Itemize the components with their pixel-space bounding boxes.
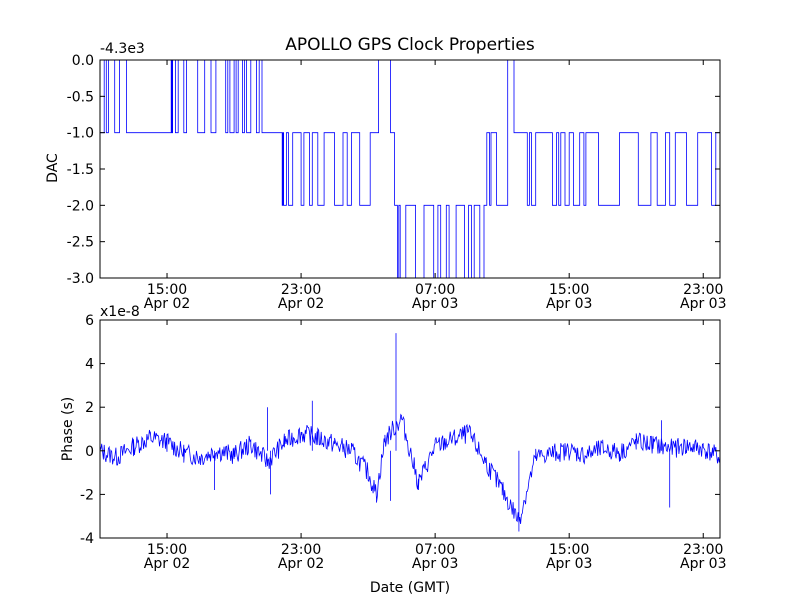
dac-series-line [100,59,720,279]
phase-y-ticks: 6 4 2 0 -2 -4 [80,313,720,547]
y-tick-label: 0 [85,444,94,460]
x-tick-time-label: 15:00 [147,282,187,298]
x-tick-time-label: 07:00 [415,542,455,558]
y-tick-label: -1.0 [67,126,94,142]
y-tick-label: -2.0 [67,198,94,214]
y-tick-label: -2 [80,487,94,503]
y-tick-label: 6 [85,313,94,329]
y-tick-label: -2.5 [67,235,94,251]
x-tick-time-label: 23:00 [683,542,723,558]
x-tick-date-label: Apr 02 [144,296,190,312]
phase-axis-label: Phase (s) [60,397,76,461]
x-tick-date-label: Apr 03 [546,556,592,572]
x-tick-time-label: 23:00 [281,282,321,298]
y-tick-label: 2 [85,400,94,416]
x-tick-date-label: Apr 03 [546,296,592,312]
y-tick-label: -1.5 [67,162,94,178]
x-tick-time-label: 07:00 [415,282,455,298]
dac-axis-label: DAC [45,153,61,183]
y-tick-label: -0.5 [67,89,94,105]
x-tick-date-label: Apr 03 [680,296,726,312]
chart-title: APOLLO GPS Clock Properties [285,35,535,55]
y-tick-label: 0.0 [72,53,94,69]
y-tick-label: -4 [80,531,94,547]
x-tick-date-label: Apr 03 [412,556,458,572]
y-tick-label: 4 [85,357,94,373]
x-tick-time-label: 15:00 [549,542,589,558]
x-tick-date-label: Apr 03 [680,556,726,572]
y-tick-label: -3.0 [67,271,94,287]
x-tick-time-label: 23:00 [281,542,321,558]
x-tick-date-label: Apr 02 [278,296,324,312]
dac-offset-label: -4.3e3 [100,41,145,57]
phase-series-line [99,333,721,532]
date-axis-label: Date (GMT) [370,580,450,596]
phase-offset-label: x1e-8 [100,304,140,320]
dac-panel: -4.3e3 DAC 0.0 -0.5 -1.0 -1.5 -2.0 -2.5 -3.0 1… [45,41,726,312]
dac-y-ticks: 0.0 -0.5 -1.0 -1.5 -2.0 -2.5 -3.0 [67,53,720,287]
phase-axes-frame [99,319,721,539]
x-tick-date-label: Apr 02 [278,556,324,572]
x-tick-time-label: 15:00 [147,542,187,558]
x-tick-date-label: Apr 02 [144,556,190,572]
x-tick-date-label: Apr 03 [412,296,458,312]
x-tick-time-label: 15:00 [549,282,589,298]
dac-axes-frame [99,59,721,279]
x-tick-time-label: 23:00 [683,282,723,298]
